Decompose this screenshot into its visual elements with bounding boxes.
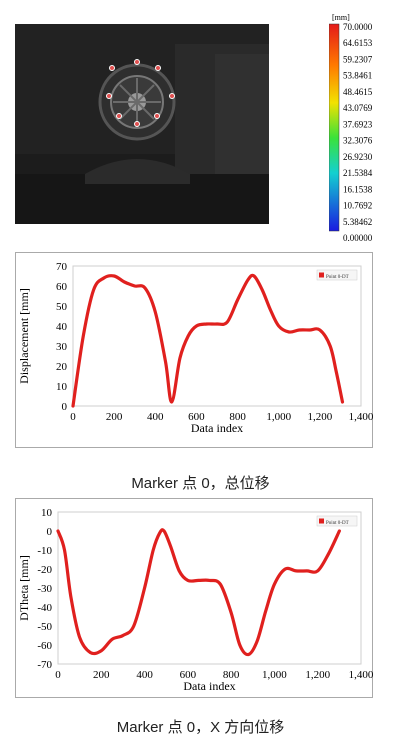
y-tick-label: 70: [56, 261, 68, 273]
x-tick-label: 1,200: [305, 669, 330, 681]
caption-top: Marker 点 0，总位移: [131, 475, 270, 492]
x-tick-label: 800: [229, 411, 246, 423]
y-tick-label: 40: [56, 321, 68, 333]
camera-image: [15, 24, 269, 224]
colorbar-label: 64.6153: [343, 38, 373, 48]
legend-swatch: [319, 518, 324, 524]
legend: Point 0-DT: [316, 515, 358, 527]
y-tick-label: -10: [37, 545, 52, 557]
colorbar-label: 0.00000: [343, 233, 373, 242]
colorbar-unit: [mm]: [332, 13, 350, 22]
colorbar-label: 21.5384: [343, 168, 373, 178]
x-tick-label: 600: [180, 669, 197, 681]
colorbar-label: 32.3076: [343, 136, 373, 146]
colorbar-label: 59.2307: [343, 54, 373, 64]
legend: Point 0-DT: [316, 269, 358, 281]
colorbar-label: 5.38462: [343, 217, 372, 227]
x-tick-label: 1,400: [349, 669, 373, 681]
y-tick-label: -70: [37, 659, 52, 671]
x-tick-label: 0: [55, 669, 61, 681]
colorbar-label: 43.0769: [343, 103, 373, 113]
x-tick-label: 400: [147, 411, 164, 423]
colorbar-label: 16.1538: [343, 184, 373, 194]
caption-bottom: Marker 点 0，X 方向位移: [116, 719, 285, 736]
x-axis-label: Data index: [191, 421, 243, 435]
legend-label: Point 0-DT: [326, 275, 349, 280]
series-line: [71, 273, 345, 408]
y-tick-label: 10: [41, 507, 53, 519]
y-tick-label: -50: [37, 621, 52, 633]
legend-label: Point 0-DT: [326, 521, 349, 526]
legend-swatch: [319, 272, 324, 278]
colorbar: [mm] 70.0000 64.6153 59.2307 53.8461 48.4615…: [328, 12, 401, 243]
y-tick-label: -20: [37, 564, 52, 576]
x-tick-label: 800: [223, 669, 240, 681]
x-tick-label: 1,400: [349, 411, 373, 423]
y-axis-label: DTheta [mm]: [17, 555, 31, 621]
colorbar-label: 53.8461: [343, 71, 372, 81]
colorbar-label: 37.6923: [343, 119, 373, 129]
x-tick-label: 200: [106, 411, 123, 423]
y-tick-label: -40: [37, 602, 52, 614]
x-tick-label: 200: [93, 669, 110, 681]
colorbar-label: 26.9230: [343, 152, 373, 162]
y-tick-label: 30: [56, 341, 68, 353]
chart-frame: [15, 498, 373, 698]
y-tick-label: -60: [37, 640, 52, 652]
x-tick-label: 0: [70, 411, 76, 423]
y-tick-label: 0: [62, 401, 68, 413]
colorbar-label: 70.0000: [343, 22, 373, 32]
series-line: [56, 528, 341, 657]
x-tick-label: 1,200: [307, 411, 332, 423]
x-tick-label: 1,000: [266, 411, 291, 423]
chart-x-displacement: 0 200 400 600 800 1,000 1,200 1,400 10 0 -10 -20 -30…: [15, 498, 374, 703]
x-axis-label: Data index: [183, 679, 235, 693]
chart-frame: [15, 252, 373, 448]
y-tick-label: 60: [56, 281, 68, 293]
y-tick-label: 20: [56, 361, 68, 373]
y-axis-label: Displacement [mm]: [17, 288, 31, 384]
x-tick-label: 1,000: [262, 669, 287, 681]
colorbar-label: 48.4615: [343, 87, 373, 97]
y-tick-label: 10: [56, 381, 68, 393]
colorbar-labels: 70.0000 64.6153 59.2307 53.8461 48.4615 43.07…: [343, 22, 373, 243]
x-tick-label: 600: [188, 411, 205, 423]
y-tick-label: 0: [47, 526, 53, 538]
x-tick-label: 400: [136, 669, 153, 681]
colorbar-label: 10.7692: [343, 201, 372, 211]
y-tick-label: 50: [56, 301, 68, 313]
plot-area: [72, 265, 362, 407]
y-tick-label: -30: [37, 583, 52, 595]
plot-area: [57, 511, 362, 665]
chart-total-displacement: 0 200 400 600 800 1,000 1,200 1,400 0 10 20 30 40 50 6…: [15, 252, 374, 453]
